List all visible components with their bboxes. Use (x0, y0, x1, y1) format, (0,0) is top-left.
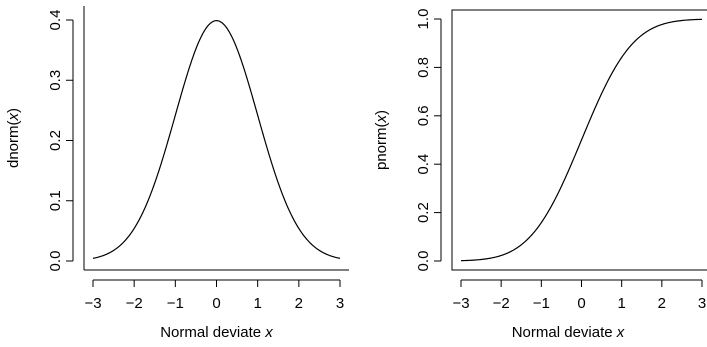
x-tick-label: 0 (577, 295, 585, 312)
x-axis-title: Normal deviate x (160, 324, 273, 341)
panel-dnorm: −3 −2 −1 0 1 2 3 0.0 0.1 0.2 0.3 0.4 Normal deviate … (5, 6, 349, 341)
y-tick-label: 0.4 (47, 10, 64, 31)
y-tick-label: 0.2 (47, 130, 64, 151)
y-axis-title: pnorm(x) (373, 110, 390, 170)
y-axis-title: dnorm(x) (5, 108, 22, 168)
plot-frame (451, 9, 707, 271)
y-tick-label: 0.3 (47, 70, 64, 91)
x-tick-label: 2 (295, 295, 303, 312)
y-tick-label: 0.1 (47, 190, 64, 211)
y-tick-label: 0.4 (415, 154, 432, 175)
x-tick-label: −2 (126, 295, 143, 312)
x-tick-label: 3 (698, 295, 706, 312)
x-tick-label: −1 (167, 295, 184, 312)
x-tick-label: −2 (493, 295, 510, 312)
x-tick-label: 1 (253, 295, 261, 312)
pnorm-curve (460, 18, 703, 262)
x-tick-label: 0 (212, 295, 220, 312)
panel-pnorm: −3 −2 −1 0 1 2 3 0.0 0.2 0.4 0.6 0.8 1.0 Normal devia… (373, 9, 707, 341)
y-tick-label: 0.8 (415, 57, 432, 78)
x-axis-title: Normal deviate x (512, 324, 625, 341)
x-tick-label: 3 (336, 295, 344, 312)
x-tick-label: −3 (452, 295, 469, 312)
x-tick-label: −1 (533, 295, 550, 312)
dnorm-curve (92, 20, 341, 259)
y-tick-label: 0.6 (415, 105, 432, 126)
y-tick-label: 0.0 (415, 251, 432, 272)
y-tick-label: 0.2 (415, 202, 432, 223)
y-tick-label: 1.0 (415, 9, 432, 30)
x-tick-label: 2 (658, 295, 666, 312)
y-tick-label: 0.0 (47, 251, 64, 272)
x-tick-label: −3 (84, 295, 101, 312)
x-tick-label: 1 (617, 295, 625, 312)
